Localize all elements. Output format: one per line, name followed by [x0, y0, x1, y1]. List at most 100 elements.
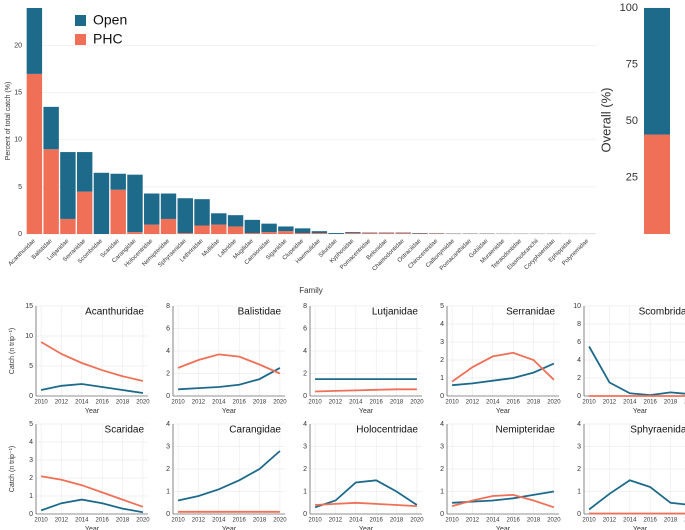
- legend-label: Open: [93, 12, 127, 28]
- y-tick-label: 8: [577, 321, 581, 328]
- x-tick-label: 2016: [644, 518, 658, 524]
- y-axis-label: Catch (n trip⁻¹): [9, 446, 16, 492]
- x-tick-label: 2012: [603, 400, 617, 406]
- y-tick-label: 0: [18, 231, 22, 238]
- y-tick-label: 0: [166, 393, 170, 400]
- fit-line: [40, 383, 144, 394]
- x-tick-label: 2018: [527, 400, 541, 406]
- x-tick-label: 2018: [390, 400, 404, 406]
- x-tick-label: 2010: [445, 400, 459, 406]
- y-tick-label: 1: [166, 488, 170, 495]
- y-tick-label: 8: [303, 303, 307, 310]
- x-tick-label: 2012: [192, 518, 206, 524]
- x-tick-label: 2014: [75, 518, 89, 524]
- x-tick-label: 2010: [34, 518, 48, 524]
- x-tick-label: 2020: [547, 400, 561, 406]
- x-tick-label: 2010: [582, 518, 596, 524]
- bar-segment: [60, 152, 76, 219]
- bar-segment: [110, 189, 126, 234]
- panel-title: Scombridae: [639, 307, 685, 318]
- y-tick-label: 8: [166, 303, 170, 310]
- bar-segment: [160, 193, 177, 219]
- x-tick-label: 2020: [273, 518, 287, 524]
- bar-segment: [261, 232, 277, 234]
- x-tick-label: 2018: [664, 518, 678, 524]
- y-tick-label: 100: [620, 2, 638, 14]
- y-tick-label: 2: [29, 475, 33, 482]
- x-tick-label: 2014: [75, 400, 89, 406]
- y-tick-label: 0: [29, 393, 33, 400]
- y-tick-label: 1: [29, 493, 33, 500]
- x-tick-label: 2014: [349, 400, 363, 406]
- x-tick-label: 2012: [603, 518, 617, 524]
- bar-segment: [361, 233, 378, 234]
- x-tick-label: 2016: [233, 518, 247, 524]
- x-axis-label: Year: [359, 526, 374, 530]
- y-tick-label: 0: [303, 511, 307, 518]
- x-axis-label: Year: [496, 408, 511, 415]
- y-tick-label: 2: [303, 370, 307, 377]
- y-tick-label: 1: [577, 488, 581, 495]
- fit-line: [178, 367, 281, 391]
- x-tick-label: 2014: [212, 400, 226, 406]
- x-axis-label: Year: [222, 526, 237, 530]
- x-axis-label: Year: [222, 408, 237, 415]
- bar-segment: [278, 231, 294, 234]
- panel-title: Balistidae: [238, 307, 282, 318]
- x-tick-label: 2014: [486, 518, 500, 524]
- panel-title: Sphyraenidae: [630, 425, 685, 436]
- x-tick-label: 2012: [329, 518, 343, 524]
- y-tick-label: 0: [29, 511, 33, 518]
- y-tick-label: 3: [29, 457, 33, 464]
- bar-segment: [144, 224, 160, 234]
- x-tick-label: 2010: [171, 518, 185, 524]
- y-tick-label: 3: [166, 443, 170, 450]
- y-tick-label: 25: [626, 171, 638, 183]
- panel-title: Scaridae: [105, 425, 145, 436]
- y-tick-label: 0: [166, 511, 170, 518]
- y-tick-label: 2: [166, 370, 170, 377]
- x-tick-label: 2018: [253, 518, 267, 524]
- x-axis-label: Year: [633, 408, 648, 415]
- x-tick-label: 2010: [308, 518, 322, 524]
- x-tick-label: 2020: [136, 518, 150, 524]
- x-tick-label: 2016: [96, 400, 110, 406]
- y-tick-label: 4: [166, 421, 170, 428]
- y-tick-label: 2: [303, 466, 307, 473]
- y-tick-label: 5: [29, 363, 33, 370]
- x-tick-label: 2016: [370, 518, 384, 524]
- fit-line: [40, 475, 144, 508]
- y-tick-label: 75: [626, 58, 638, 70]
- bar-segment: [76, 191, 93, 234]
- fit-line: [588, 479, 685, 511]
- x-tick-label: 2014: [486, 400, 500, 406]
- y-tick-label: 0: [440, 511, 444, 518]
- bar-segment: [345, 232, 361, 234]
- bar-segment: [76, 152, 93, 192]
- y-tick-label: 2: [440, 357, 444, 364]
- bar-segment: [26, 8, 43, 74]
- y-tick-label: 15: [25, 303, 33, 310]
- fit-line: [177, 450, 281, 502]
- x-tick-label: 2010: [582, 400, 596, 406]
- bar-segment: [644, 8, 670, 135]
- x-tick-label: 2010: [171, 400, 185, 406]
- y-tick-label: 0: [440, 393, 444, 400]
- y-tick-label: 3: [577, 443, 581, 450]
- fit-line: [452, 362, 555, 387]
- panel-title: Holocentridae: [356, 425, 418, 436]
- y-axis-label: Catch (n trip⁻¹): [9, 328, 16, 374]
- x-tick-label: 2012: [466, 400, 480, 406]
- y-tick-label: 3: [303, 443, 307, 450]
- x-tick-label: 2012: [55, 518, 69, 524]
- fit-line: [314, 479, 418, 509]
- x-axis-label: Year: [359, 408, 374, 415]
- x-tick-label: Acanthuridae: [8, 238, 38, 268]
- x-tick-label: 2018: [116, 400, 130, 406]
- y-tick-label: 6: [166, 325, 170, 332]
- x-tick-label: 2010: [308, 400, 322, 406]
- x-tick-label: 2012: [192, 400, 206, 406]
- bar-segment: [644, 134, 670, 234]
- y-tick-label: 1: [440, 375, 444, 382]
